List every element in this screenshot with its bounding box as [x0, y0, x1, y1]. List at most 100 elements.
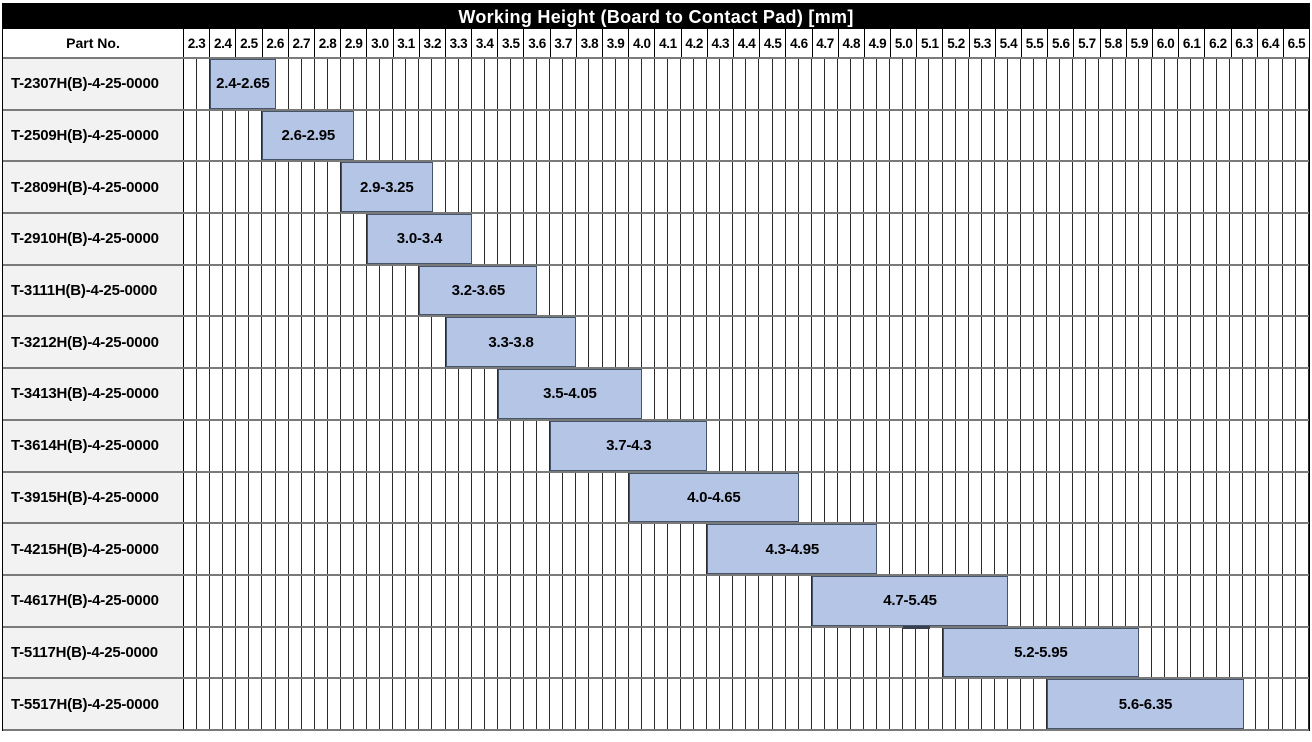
grid-cell: [1099, 162, 1113, 213]
grid-cell: [1060, 214, 1074, 264]
grid-cell: [1021, 679, 1035, 729]
grid-cell: [524, 214, 538, 264]
axis-tick-label: 5.8: [1101, 29, 1127, 57]
grid-cell: [197, 627, 211, 678]
grid-cell: [1047, 317, 1061, 368]
grid-cell: [864, 317, 878, 368]
row-grid: 4.3-4.95: [184, 524, 1309, 574]
grid-cell: [943, 162, 956, 213]
grid-cell: [550, 472, 564, 523]
grid-cell: [773, 59, 786, 109]
range-bar-label: 5.6-6.35: [1118, 695, 1173, 713]
grid-cell: [629, 575, 642, 626]
grid-cell: [642, 679, 655, 729]
grid-cell: [1073, 265, 1087, 316]
grid-cell: [786, 214, 799, 264]
grid-cell: [354, 420, 368, 471]
grid-cell: [1113, 110, 1126, 161]
part-no-cell: T-3915H(B)-4-25-0000: [3, 472, 184, 523]
grid-cell: [642, 162, 655, 213]
grid-cell: [328, 317, 341, 368]
grid-cell: [838, 110, 851, 161]
grid-cell: [589, 679, 603, 729]
grid-cell: [890, 162, 904, 213]
grid-cell: [1256, 317, 1270, 368]
grid-cell: [773, 627, 786, 678]
grid-cell: [1021, 214, 1035, 264]
grid-cell: [589, 627, 603, 678]
grid-cell: [1008, 575, 1021, 626]
grid-cell: [315, 575, 328, 626]
grid-cell: [1152, 265, 1165, 316]
grid-cell: [380, 679, 394, 729]
grid-cell: [419, 59, 433, 109]
grid-cell: [289, 59, 302, 109]
grid-cell: [903, 110, 917, 161]
grid-cell: [851, 472, 865, 523]
grid-cell: [629, 214, 642, 264]
grid-cell: [799, 214, 812, 264]
grid-cell: [1034, 59, 1048, 109]
grid-cell: [1099, 214, 1113, 264]
grid-cell: [1230, 317, 1244, 368]
grid-cell: [249, 627, 263, 678]
grid-cell: [707, 575, 721, 626]
grid-cell: [406, 317, 420, 368]
grid-cell: [236, 679, 250, 729]
grid-cell: [786, 265, 799, 316]
axis-tick-label: 4.8: [839, 29, 865, 57]
grid-cell: [877, 420, 891, 471]
stray-border-mark: [903, 625, 930, 629]
grid-cell: [524, 524, 538, 574]
grid-cell: [1230, 162, 1244, 213]
grid-cell: [681, 369, 695, 419]
grid-cell: [929, 679, 943, 729]
grid-cell: [812, 265, 825, 316]
grid-cell: [1256, 524, 1270, 574]
grid-cell: [380, 524, 394, 574]
grid-cell: [1113, 265, 1126, 316]
grid-cell: [249, 472, 263, 523]
axis-tick-label: 2.6: [263, 29, 289, 57]
grid-cell: [1139, 59, 1152, 109]
grid-cell: [969, 420, 982, 471]
grid-cell: [406, 472, 420, 523]
grid-cell: [995, 110, 1008, 161]
grid-cell: [236, 472, 250, 523]
grid-cell: [1086, 369, 1100, 419]
grid-cell: [629, 59, 642, 109]
grid-cell: [812, 162, 825, 213]
grid-cell: [707, 162, 721, 213]
row-grid: 3.0-3.4: [184, 214, 1309, 264]
grid-cell: [1217, 265, 1231, 316]
grid-cell: [459, 162, 472, 213]
grid-cell: [903, 265, 917, 316]
grid-cell: [1008, 110, 1021, 161]
range-bar: 3.5-4.05: [497, 369, 642, 419]
axis-tick-label: 3.3: [446, 29, 473, 57]
grid-cell: [1256, 679, 1270, 729]
grid-cell: [524, 162, 538, 213]
header-row: Part No. 2.3 2.4 2.5 2.6 2.7 2.8 2.9 3.0 3.1 3.2 3…: [3, 29, 1309, 59]
grid-cell: [210, 110, 224, 161]
grid-cell: [1113, 369, 1126, 419]
grid-cell: [289, 575, 302, 626]
grid-cell: [733, 59, 747, 109]
grid-cell: [289, 317, 302, 368]
grid-cell: [1191, 472, 1205, 523]
grid-cell: [1060, 575, 1074, 626]
grid-cell: [1060, 162, 1074, 213]
grid-cell: [668, 524, 681, 574]
grid-cell: [616, 679, 629, 729]
grid-cell: [1204, 317, 1218, 368]
grid-cell: [720, 317, 734, 368]
row-grid: 5.2-5.95: [184, 625, 1309, 678]
grid-cell: [576, 265, 590, 316]
grid-cell: [262, 317, 276, 368]
grid-cell: [1008, 265, 1021, 316]
grid-cell: [393, 679, 407, 729]
grid-cell: [289, 369, 302, 419]
grid-cell: [1269, 627, 1283, 678]
grid-cell: [1283, 679, 1296, 729]
grid-cell: [655, 214, 668, 264]
